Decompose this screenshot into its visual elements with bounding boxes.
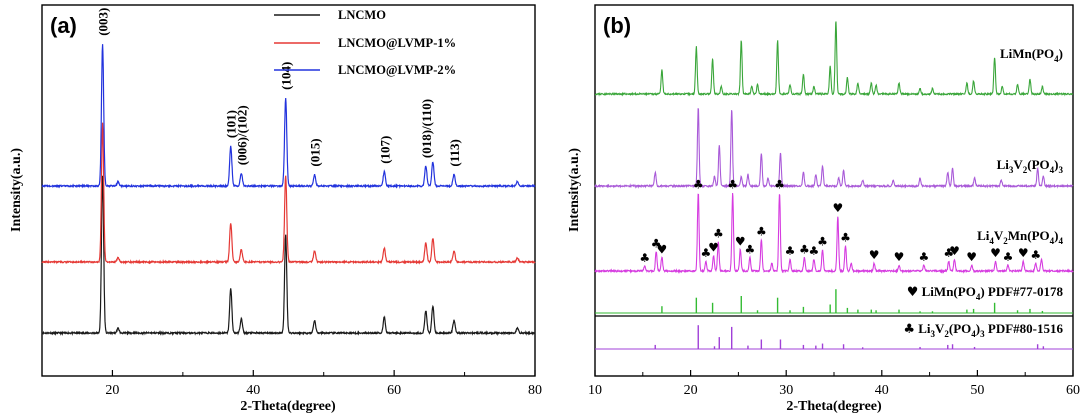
club-marker-20: ♣ bbox=[918, 250, 929, 264]
club-marker-9: ♣ bbox=[744, 242, 755, 256]
hkl-label-5: (015) bbox=[308, 138, 323, 166]
hkl-label-9: (113) bbox=[447, 139, 462, 166]
heart-marker-2: ♥ bbox=[657, 242, 668, 256]
heart-marker-5: ♥ bbox=[708, 240, 719, 254]
hkl-label-7: (018)/(110) bbox=[419, 99, 434, 158]
club-marker-13: ♣ bbox=[799, 242, 810, 256]
club-marker-11: ♣ bbox=[774, 178, 785, 192]
hkl-label-3: (006)/(102) bbox=[234, 105, 249, 165]
legend-label-lncmo: LNCMO bbox=[338, 8, 386, 22]
b-tick-label-0: 10 bbox=[588, 383, 602, 398]
b-tick-label-2: 30 bbox=[779, 383, 793, 398]
legend-label-lvmp2: LNCMO@LVMP-2% bbox=[338, 63, 456, 77]
club-marker-6: ♣ bbox=[713, 227, 724, 241]
legend-label-lvmp1: LNCMO@LVMP-1% bbox=[338, 36, 456, 50]
b-pattern-line-2 bbox=[594, 192, 1074, 274]
club-marker-17: ♣ bbox=[840, 231, 851, 245]
heart-marker-18: ♥ bbox=[869, 248, 880, 262]
pattern-line-2 bbox=[41, 44, 536, 190]
heart-marker-19: ♥ bbox=[894, 250, 905, 264]
heart-marker-16: ♥ bbox=[832, 201, 843, 215]
b-pattern-line-1 bbox=[594, 108, 1074, 189]
a-tick-label-2: 60 bbox=[387, 383, 401, 398]
panel-b: ♣♣♥♣♣♥♣♣♥♣♣♣♣ ♣♣♣♥♣♥ ♥ ♣ ♣♥ ♥ ♥ ♣ ♥ ♣ 10 20 30 40 50 6… bbox=[567, 4, 1080, 414]
heart-marker-8: ♥ bbox=[735, 234, 746, 248]
heart-marker-22: ♥ bbox=[949, 244, 960, 258]
b-tick-label-3: 40 bbox=[875, 383, 889, 398]
b-tick-label-1: 20 bbox=[684, 383, 698, 398]
b-pattern-line-0 bbox=[594, 21, 1074, 97]
a-tick-label-3: 80 bbox=[528, 383, 542, 398]
panel-b-ylabel: Intensity(a.u.) bbox=[567, 148, 582, 232]
panel-a-frame bbox=[41, 4, 536, 377]
series-label-li4v2mnpo44: Li4V2Mn(PO4)4 bbox=[977, 228, 1063, 246]
club-marker-25: ♣ bbox=[1003, 250, 1014, 264]
ref-label-li3v2po43: ♣ Li3V2(PO4)3 PDF#80-1516 bbox=[903, 321, 1063, 339]
panel-a-label: (a) bbox=[50, 13, 77, 38]
club-marker-3: ♣ bbox=[693, 178, 704, 192]
club-marker-1: ♣ bbox=[651, 236, 662, 250]
club-marker-27: ♣ bbox=[1030, 248, 1041, 262]
panel-a-x-ticks: 20 40 60 80 bbox=[105, 370, 542, 398]
heart-marker-26: ♥ bbox=[1018, 246, 1029, 260]
club-marker-15: ♣ bbox=[817, 234, 828, 248]
b-tick-label-5: 60 bbox=[1066, 383, 1080, 398]
pattern-line-0 bbox=[41, 175, 536, 337]
panel-b-xlabel: 2-Theta(degree) bbox=[786, 399, 882, 414]
a-tick-label-0: 20 bbox=[105, 383, 119, 398]
heart-marker-24: ♥ bbox=[990, 246, 1001, 260]
panel-b-phase-markers: ♣♣♥♣♣♥♣♣♥♣♣♣♣ ♣♣♣♥♣♥ ♥ ♣ ♣♥ ♥ ♥ ♣ ♥ ♣ bbox=[639, 178, 1041, 266]
club-marker-10: ♣ bbox=[756, 225, 767, 239]
club-marker-21: ♣ bbox=[943, 246, 954, 260]
heart-marker-23: ♥ bbox=[966, 250, 977, 264]
b-tick-label-4: 50 bbox=[970, 383, 984, 398]
panel-a-ylabel: Intensity(a.u.) bbox=[9, 148, 24, 232]
series-label-limnpo4: LiMn(PO4) bbox=[1000, 46, 1063, 64]
panel-a-xlabel: 2-Theta(degree) bbox=[240, 399, 336, 414]
ref-label-limnpo4: ♥ LiMn(PO4) PDF#77-0178 bbox=[907, 284, 1064, 302]
panel-a-curves bbox=[41, 44, 536, 337]
club-marker-7: ♣ bbox=[727, 178, 738, 192]
panel-a-legend: LNCMO LNCMO@LVMP-1% LNCMO@LVMP-2% bbox=[274, 8, 456, 77]
panel-a: (003) (101)(006)/(102) (104) (015) (107) (018… bbox=[9, 4, 542, 414]
panel-b-label: (b) bbox=[603, 13, 631, 38]
hkl-label-2: (101) bbox=[224, 110, 239, 138]
panel-a-peak-labels: (003) (101)(006)/(102) (104) (015) (107) (018… bbox=[96, 8, 462, 167]
hkl-label-6: (107) bbox=[377, 136, 392, 164]
hkl-label-0: (003) bbox=[96, 8, 111, 36]
club-marker-0: ♣ bbox=[639, 251, 650, 265]
pattern-line-1 bbox=[41, 122, 536, 265]
panel-b-curves bbox=[594, 21, 1074, 350]
a-tick-label-1: 40 bbox=[246, 383, 260, 398]
series-label-li3v2po43: Li3V2(PO4)3 bbox=[997, 157, 1064, 175]
club-marker-14: ♣ bbox=[809, 244, 820, 258]
hkl-label-4: (104) bbox=[279, 62, 294, 90]
panel-b-x-ticks: 10 20 30 40 50 60 bbox=[588, 370, 1080, 398]
club-marker-4: ♣ bbox=[701, 246, 712, 260]
club-marker-12: ♣ bbox=[785, 244, 796, 258]
